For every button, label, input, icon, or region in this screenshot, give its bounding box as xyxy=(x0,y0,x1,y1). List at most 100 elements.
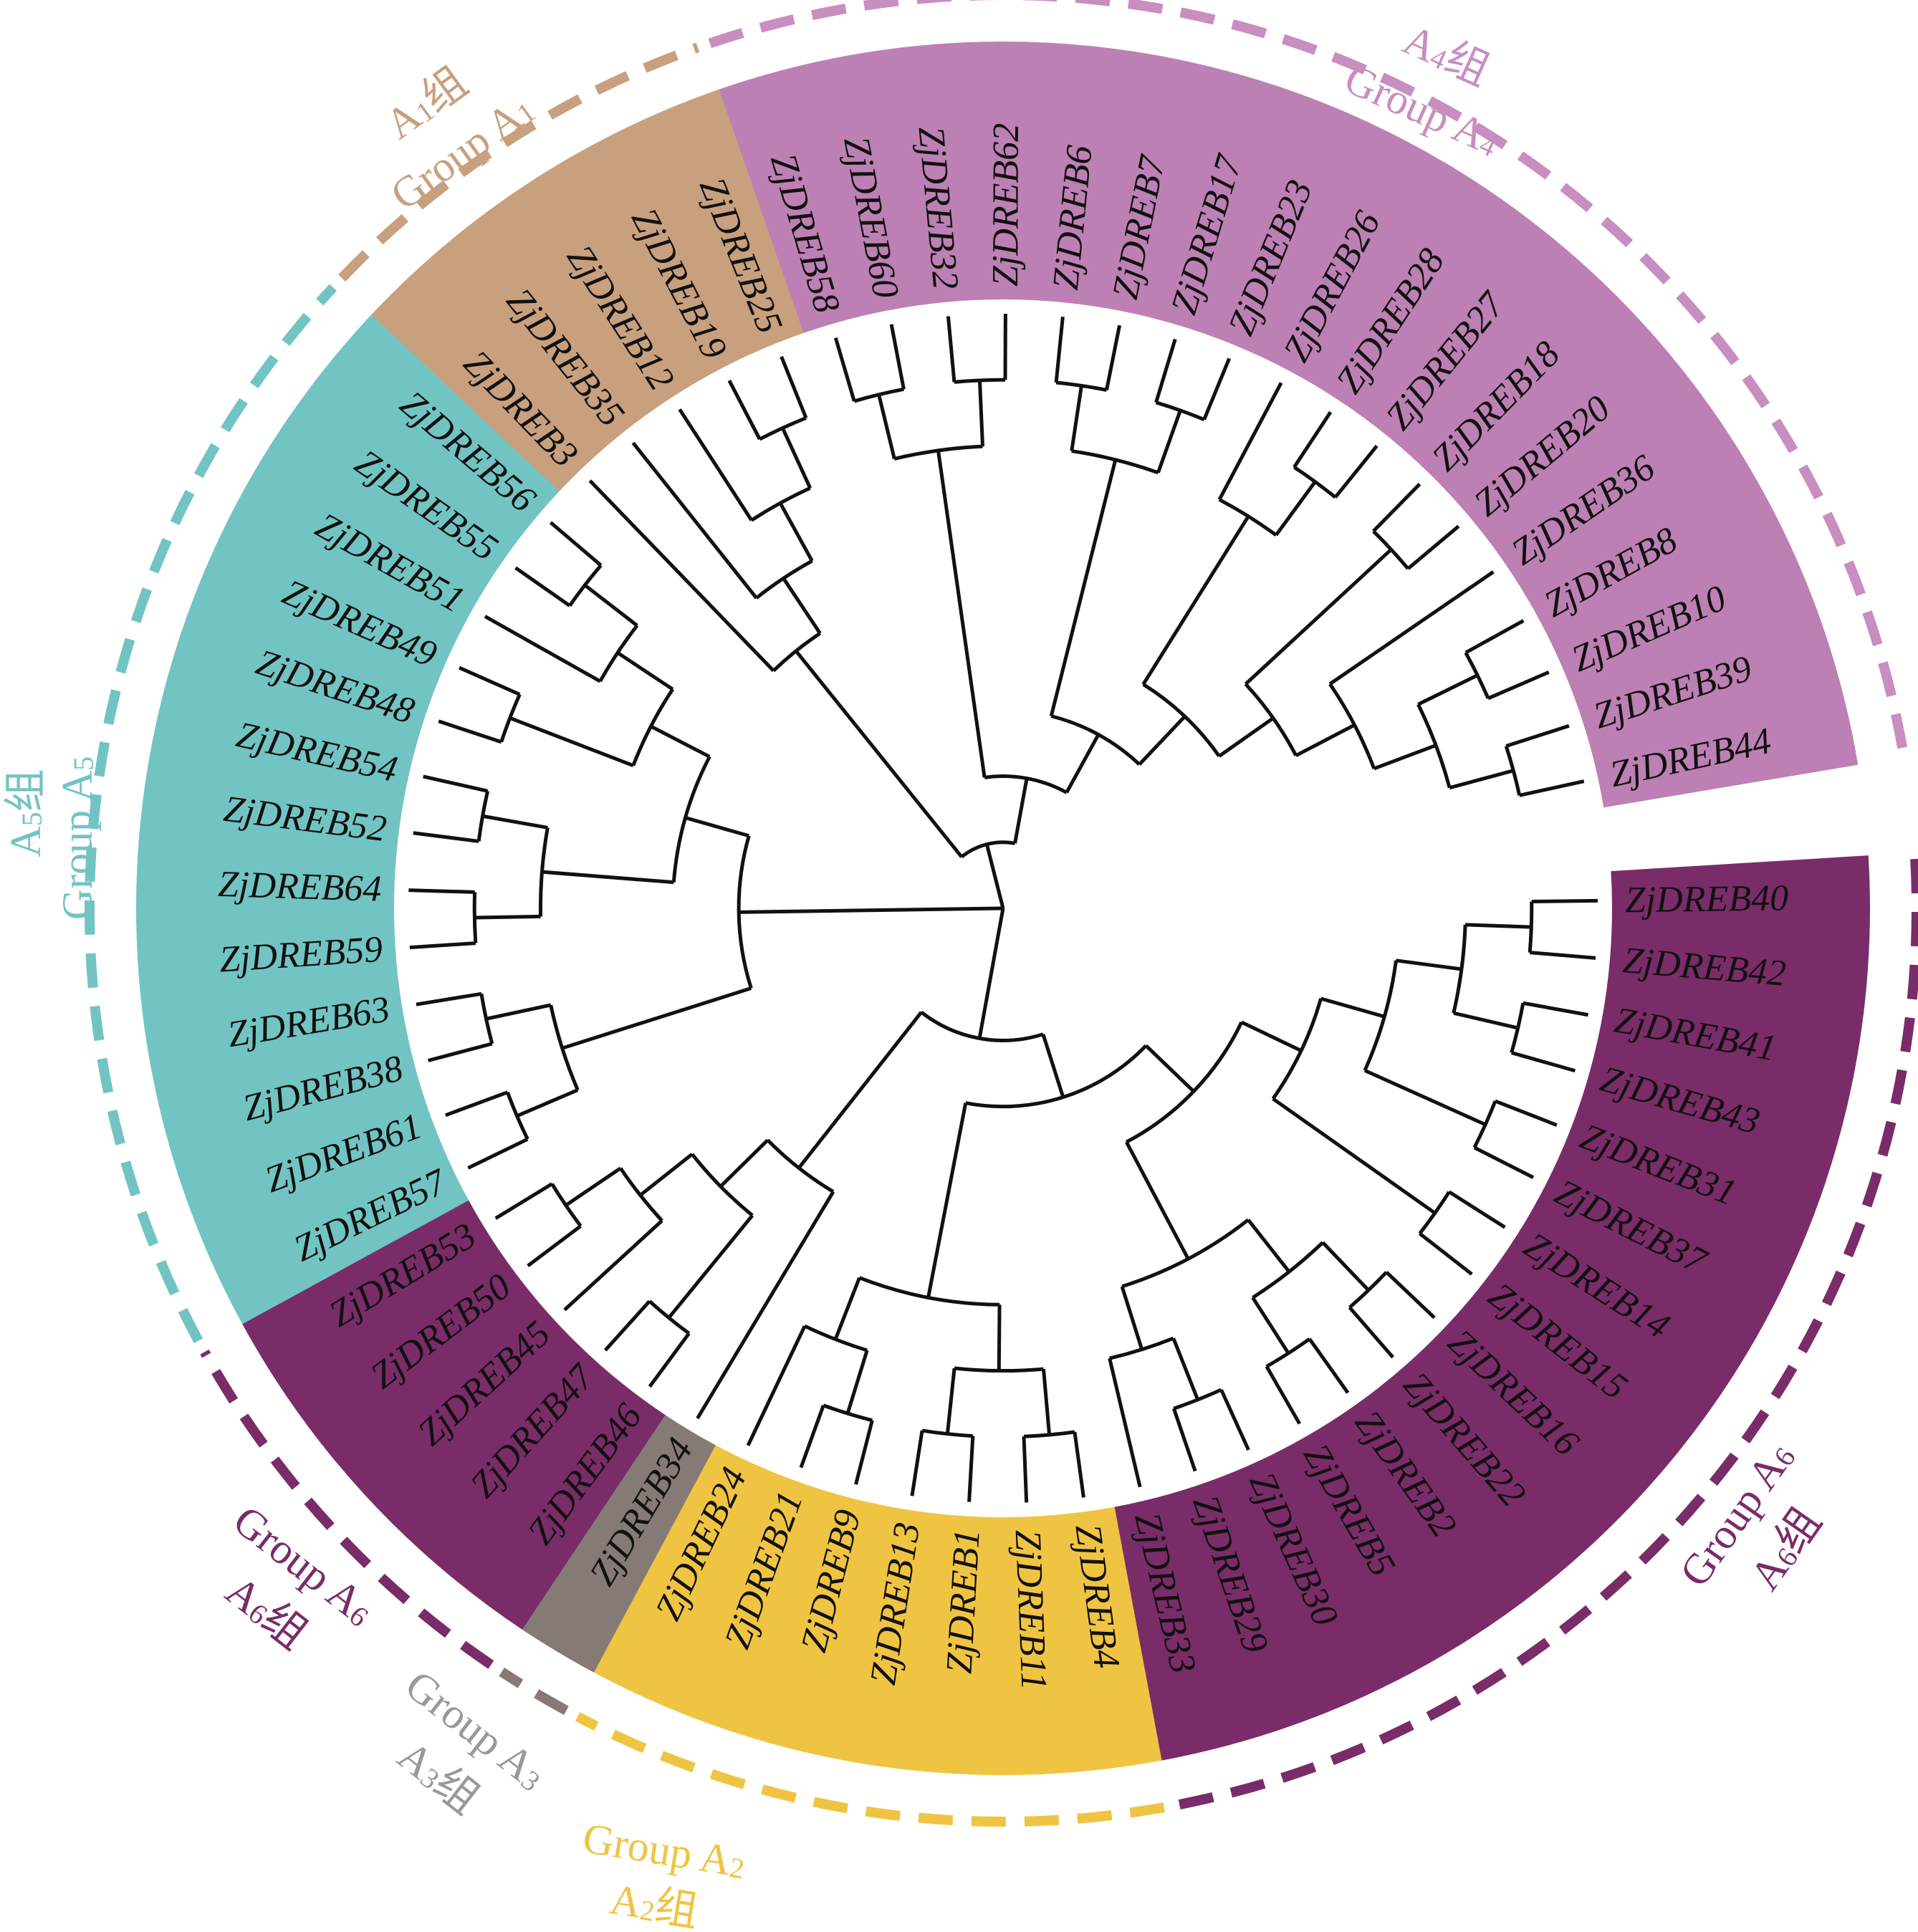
internal-branch xyxy=(1041,1368,1052,1436)
group-label-a5: A5组 Group A5 xyxy=(2,756,101,920)
clade-arc xyxy=(1109,1336,1174,1360)
group-band-wedge-a6 xyxy=(335,1297,575,1524)
dashed-arc-a6 xyxy=(1175,858,1918,1810)
clade-arc xyxy=(1050,714,1141,766)
internal-branch xyxy=(1041,1034,1065,1098)
clade-arc xyxy=(648,1299,691,1335)
group-band-wedge-a4 xyxy=(1151,67,1295,335)
group-band-wedge-a2 xyxy=(593,1445,769,1708)
internal-branch xyxy=(739,906,1004,914)
clade-arc xyxy=(505,1091,529,1140)
group-band-wedge-a1 xyxy=(431,203,648,451)
group-band-wedge-a4 xyxy=(1261,123,1446,385)
internal-branch xyxy=(1251,1297,1290,1355)
clade-arc xyxy=(1293,466,1337,499)
leaf-label: ZjDREB11 xyxy=(1007,1529,1055,1691)
group-band-wedge-a5 xyxy=(228,446,488,635)
leaf-branch xyxy=(631,441,758,600)
internal-branch xyxy=(684,816,749,838)
leaf-branch xyxy=(514,566,571,607)
leaf-label: ZjDREB62 xyxy=(985,123,1027,287)
clade-arc xyxy=(1472,1100,1497,1149)
internal-branch xyxy=(542,870,674,885)
leaf-branch xyxy=(1495,1099,1558,1127)
internal-branch xyxy=(1417,673,1479,706)
internal-branch xyxy=(616,651,674,691)
leaf-branch xyxy=(1171,1408,1197,1472)
clade-arc xyxy=(1416,703,1452,789)
internal-branch xyxy=(797,1011,923,1169)
leaf-branch xyxy=(1054,316,1065,383)
clade-arc xyxy=(1363,960,1398,1072)
group-band-wedge-a2 xyxy=(828,1504,939,1771)
group-band-wedge-a1 xyxy=(567,120,750,383)
group-band-wedge-a5 xyxy=(194,519,459,689)
leaf-branch xyxy=(1464,619,1525,655)
leaf-branch xyxy=(1154,338,1177,403)
internal-branch xyxy=(650,724,711,759)
leaf-branch xyxy=(588,479,775,673)
clade-arc xyxy=(1271,998,1323,1100)
internal-branch xyxy=(1295,723,1356,757)
dashed-arc-a4 xyxy=(708,0,1908,751)
leaf-branch xyxy=(1511,1051,1576,1073)
group-band-wedge-a4 xyxy=(719,65,860,333)
group-band-wedge-a4 xyxy=(964,41,1050,301)
internal-branch xyxy=(639,1153,694,1197)
group-bands xyxy=(135,41,1871,1775)
leaf-branch xyxy=(413,831,479,843)
leaf-branch xyxy=(696,1191,835,1420)
clade-arc xyxy=(954,1366,1044,1373)
clade-arc xyxy=(1173,1388,1222,1410)
clade-arc xyxy=(1071,449,1159,475)
group-band-wedge-a6 xyxy=(1500,1209,1757,1409)
group-band-wedge-a4 xyxy=(1573,602,1841,751)
group-band-wedge-a2 xyxy=(911,1514,998,1775)
clade-arc xyxy=(858,1276,1000,1307)
leaf-branch xyxy=(1265,1365,1301,1425)
group-band-wedge-a6 xyxy=(1596,988,1863,1106)
group-band-wedge-a6 xyxy=(1227,1450,1399,1715)
leaf-branch xyxy=(484,615,601,683)
clade-arc xyxy=(1252,1241,1324,1299)
group-band-wedge-a4 xyxy=(1521,453,1782,640)
internal-branch xyxy=(1247,1219,1291,1273)
clade-arc xyxy=(472,892,478,943)
group-band-wedge-a5 xyxy=(136,918,398,1007)
leaf-branch xyxy=(1328,570,1495,686)
internal-branch xyxy=(778,502,814,562)
clade-arc xyxy=(755,559,813,600)
group-band-wedge-a4 xyxy=(1591,682,1859,808)
internal-branch xyxy=(561,986,752,1050)
group-band-wedge-a5 xyxy=(135,839,396,924)
dashed-arc-a2 xyxy=(575,1712,1165,1827)
group-band-wedge-a2 xyxy=(668,1470,825,1737)
clade-arc xyxy=(476,790,490,842)
clade-arc xyxy=(631,688,674,766)
group-band-wedge-a5 xyxy=(317,314,560,537)
group-band-wedge-a1 xyxy=(641,89,805,355)
internal-branch xyxy=(794,650,964,858)
leaf-branch xyxy=(603,1299,651,1352)
leaf-branch xyxy=(1022,1436,1029,1503)
leaf-branch xyxy=(1308,1337,1350,1394)
leaf-branch xyxy=(428,1042,493,1062)
group-dashed-arcs xyxy=(85,0,1918,1827)
clade-arc xyxy=(1055,380,1107,392)
leaf-branch xyxy=(416,991,482,1006)
leaf-branch xyxy=(1219,1388,1250,1451)
clade-arc xyxy=(1452,924,1467,1014)
internal-branch xyxy=(936,450,987,778)
group-band-wedge-a4 xyxy=(1313,163,1516,418)
leaf-branch xyxy=(1108,1357,1142,1488)
clade-arc xyxy=(766,1138,835,1193)
group-band-wedge-a5 xyxy=(168,595,436,745)
clade-arc xyxy=(618,1167,663,1222)
clade-arc xyxy=(549,1004,580,1091)
clade-arc xyxy=(691,1153,754,1217)
clade-arc xyxy=(550,1183,582,1228)
clade-arc xyxy=(1464,651,1490,699)
group-band-wedge-a4 xyxy=(1408,261,1641,496)
leaf-branch xyxy=(549,521,603,567)
